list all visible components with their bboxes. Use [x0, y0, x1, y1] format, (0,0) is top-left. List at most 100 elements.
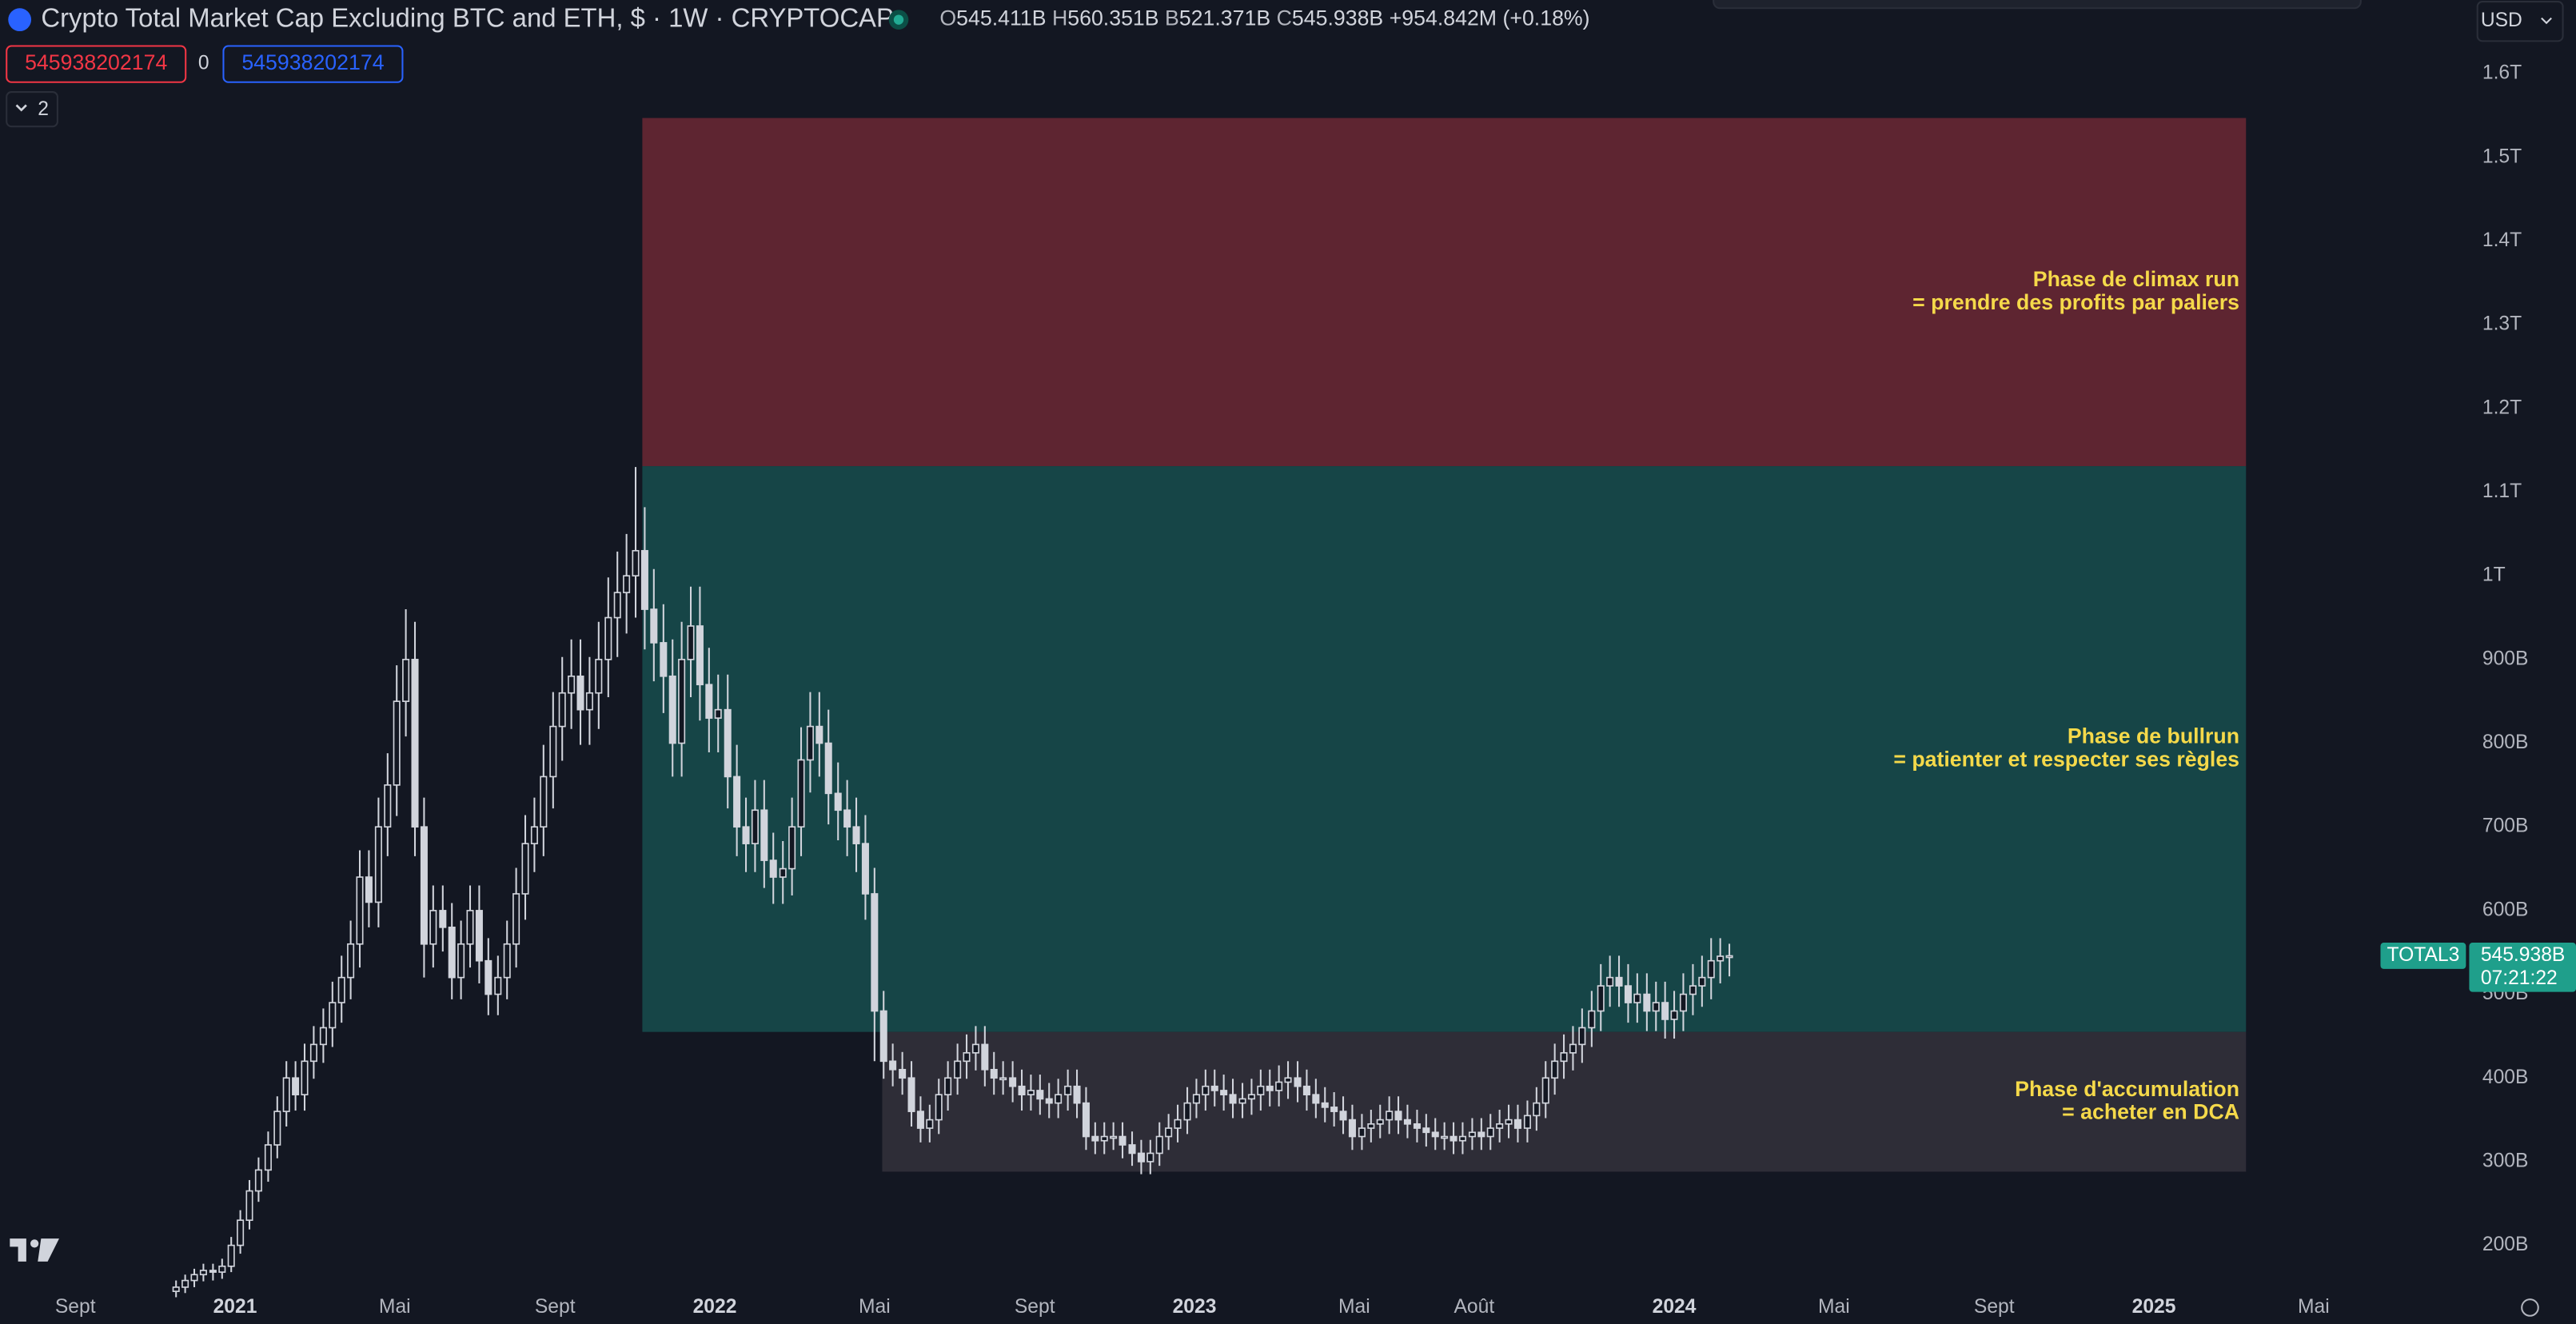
x-tick-label: Sept	[1015, 1296, 1055, 1318]
candle-body	[705, 684, 713, 719]
ohlc-key: O	[939, 6, 956, 30]
candle-body	[668, 675, 676, 744]
candle-body	[1009, 1077, 1017, 1087]
candle-body	[1689, 985, 1697, 995]
candle-body	[1670, 1010, 1678, 1020]
candle-body	[356, 876, 364, 945]
candle-body	[1496, 1123, 1504, 1129]
input-box[interactable]	[222, 45, 404, 83]
candle-body	[568, 675, 576, 694]
candle-body	[1018, 1085, 1026, 1096]
y-tick-label: 600B	[2482, 899, 2529, 920]
candle-body	[1210, 1085, 1218, 1091]
candle-body	[1698, 976, 1706, 987]
candle-body	[595, 659, 603, 694]
ohlc-value: 560.351B	[1067, 6, 1158, 30]
zone-label: = prendre des profits par paliers	[1912, 290, 2239, 314]
candle-body	[733, 776, 741, 828]
candle-body	[1294, 1077, 1302, 1087]
candle-body	[172, 1286, 180, 1292]
candle-body	[1633, 993, 1641, 1003]
candle-body	[879, 1010, 887, 1063]
settings-icon[interactable]	[2521, 1298, 2539, 1317]
candle-body	[724, 708, 732, 778]
candle-body	[1505, 1119, 1513, 1125]
candle-body	[1707, 959, 1715, 979]
candle-body	[1082, 1102, 1090, 1138]
input-value: 545938202174	[241, 50, 384, 74]
candle-body	[1477, 1131, 1485, 1138]
search-box[interactable]	[1713, 0, 2362, 10]
candle-body	[613, 592, 621, 619]
y-tick-label: 900B	[2482, 648, 2529, 669]
symbol-tag	[2380, 943, 2466, 969]
candle-body	[254, 1169, 262, 1192]
candle-body	[899, 1068, 907, 1079]
candle-body	[1588, 1010, 1596, 1029]
candle-body	[981, 1043, 989, 1071]
ohlc-value: 521.371B	[1179, 6, 1270, 30]
candle-body	[1569, 1043, 1577, 1054]
candle-body	[393, 700, 401, 786]
candle-body	[1202, 1085, 1210, 1096]
candle-body	[1073, 1085, 1081, 1104]
candle-body	[714, 708, 722, 719]
logo-part	[10, 1238, 26, 1262]
candle-body	[926, 1119, 934, 1129]
indicators-toggle[interactable]	[6, 91, 58, 128]
input-box[interactable]	[6, 45, 187, 83]
zone-label: Phase d'accumulation	[2015, 1077, 2239, 1101]
candle-body	[475, 910, 483, 962]
candle-body	[309, 1043, 317, 1063]
candle-body	[365, 876, 373, 903]
candle-body	[935, 1094, 943, 1121]
candle-body	[687, 625, 695, 660]
candle-body	[1376, 1119, 1384, 1125]
x-tick-label: Sept	[1974, 1296, 2015, 1318]
candle-body	[843, 809, 851, 828]
candle-body	[1119, 1135, 1127, 1146]
candle-body	[788, 826, 796, 870]
candle-body	[678, 659, 686, 744]
zone-label: Phase de bullrun	[2068, 724, 2239, 748]
candle-body	[1541, 1077, 1549, 1104]
candle-body	[1266, 1085, 1274, 1091]
phase-zone	[642, 466, 2247, 1032]
candle-body	[237, 1219, 245, 1246]
candle-body	[374, 826, 382, 903]
candle-body	[1431, 1131, 1439, 1138]
candle-body	[1110, 1135, 1118, 1139]
y-tick-label: 1.2T	[2482, 397, 2522, 418]
candle-body	[1560, 1052, 1568, 1063]
candle-body	[1220, 1090, 1228, 1096]
candle-body	[1045, 1098, 1053, 1104]
x-tick-label: Mai	[859, 1296, 891, 1318]
candle-body	[623, 575, 631, 593]
x-tick-label: 2023	[1173, 1296, 1217, 1318]
candle-body	[632, 549, 640, 577]
candle-body	[209, 1270, 217, 1273]
zone-label: = acheter en DCA	[2062, 1100, 2239, 1124]
zone-label: = patienter et respecter ses règles	[1893, 747, 2239, 771]
candle-body	[1238, 1098, 1246, 1104]
candle-body	[990, 1068, 998, 1079]
candle-body	[1284, 1077, 1292, 1083]
candle-body	[916, 1111, 924, 1129]
price-change: +954.842M (+0.18%)	[1390, 6, 1590, 30]
candle-body	[1165, 1127, 1173, 1138]
candle-body	[1486, 1127, 1494, 1138]
candle-body	[245, 1190, 253, 1222]
candle-body	[558, 692, 566, 728]
x-tick-label: 2022	[693, 1296, 737, 1318]
candle-body	[806, 725, 814, 761]
candle-body	[494, 976, 502, 995]
currency-button[interactable]	[2476, 1, 2564, 42]
candle-body	[1339, 1111, 1347, 1121]
candle-body	[530, 826, 538, 844]
chart-title: Crypto Total Market Cap Excluding BTC an…	[41, 2, 894, 32]
x-tick-label: Mai	[1818, 1296, 1850, 1318]
candle-body	[1643, 993, 1651, 1012]
candle-body	[834, 792, 842, 812]
